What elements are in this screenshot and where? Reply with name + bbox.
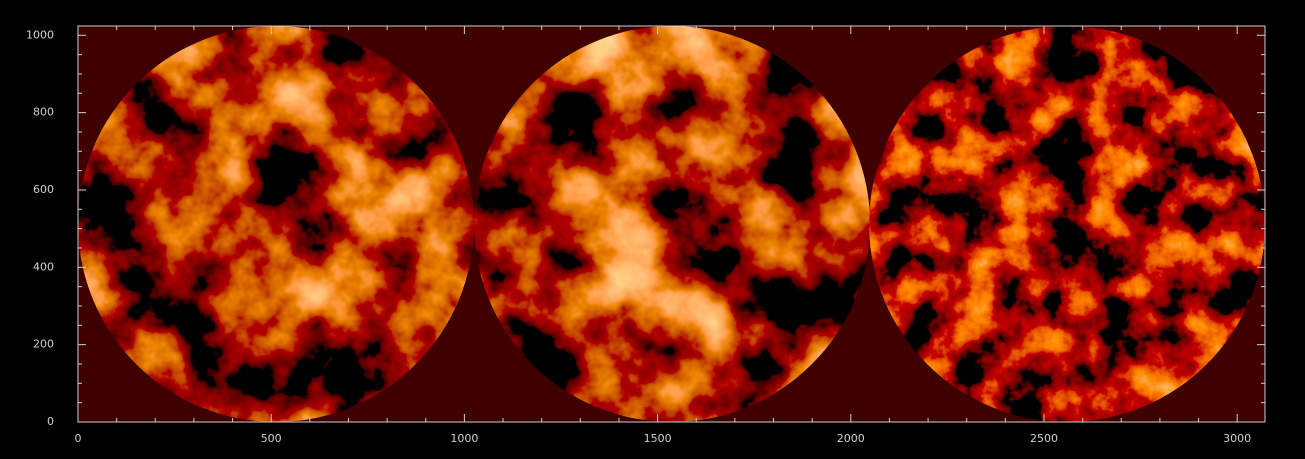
image-panel <box>78 26 1268 426</box>
y-tick-label: 0 <box>47 415 54 428</box>
x-tick-label: 1000 <box>450 432 478 445</box>
x-tick-label: 2500 <box>1030 432 1058 445</box>
y-tick-label: 600 <box>33 183 54 196</box>
x-tick-label: 1500 <box>644 432 672 445</box>
chart: 0 500 1000 1500 2000 2500 3000 0 200 400 600 800 100… <box>0 0 1305 459</box>
x-tick-label: 3000 <box>1223 432 1251 445</box>
x-tick-label: 2000 <box>837 432 865 445</box>
y-tick-label: 400 <box>33 260 54 273</box>
y-tick-label: 800 <box>33 106 54 119</box>
x-tick-label: 500 <box>261 432 282 445</box>
x-tick-label: 0 <box>75 432 82 445</box>
y-tick-label: 1000 <box>26 28 54 41</box>
y-tick-label: 200 <box>33 338 54 351</box>
